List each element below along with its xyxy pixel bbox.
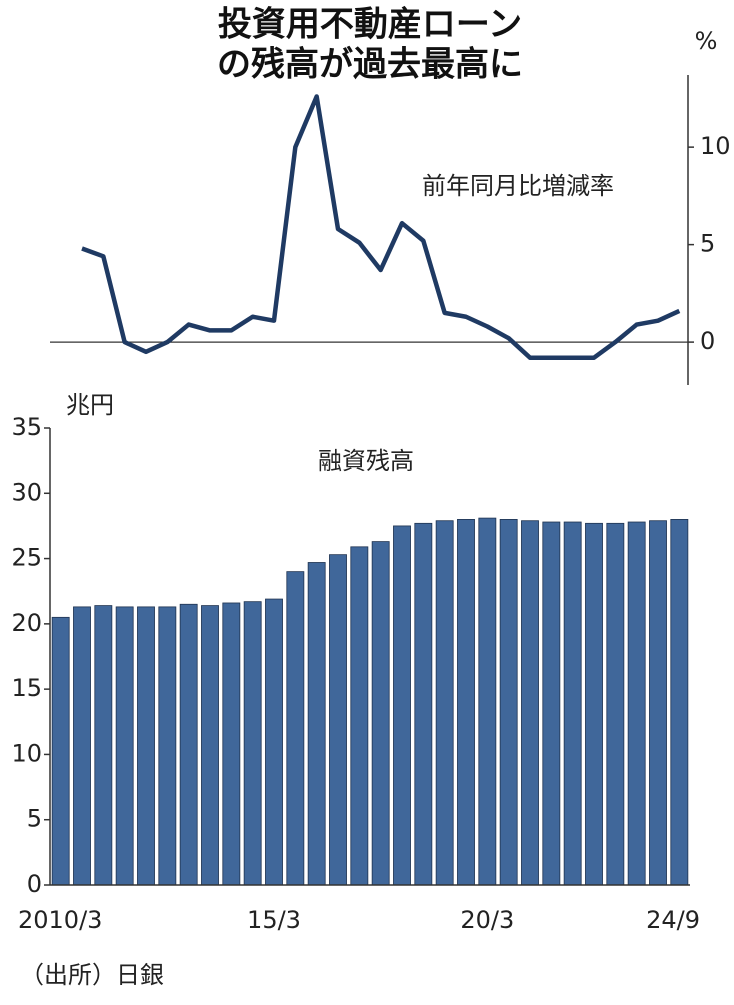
- bar: [222, 602, 241, 886]
- source: （出所）日銀: [20, 961, 164, 989]
- x-tick-label: 20/3: [460, 906, 514, 934]
- bar: [649, 520, 667, 886]
- bar: [137, 606, 155, 886]
- bar: [627, 521, 646, 886]
- x-tick-label: 24/9: [646, 906, 700, 934]
- bar: [435, 520, 454, 886]
- bar: [457, 519, 475, 886]
- bar: [179, 603, 198, 886]
- bar: [73, 606, 91, 886]
- bar: [585, 522, 603, 886]
- line-label: 前年同月比増減率: [422, 172, 614, 200]
- y-tick-label: 5: [27, 805, 42, 833]
- bar: [606, 522, 625, 886]
- bar: [542, 521, 561, 886]
- line-series: [81, 94, 681, 360]
- y-tick-label: 35: [11, 413, 42, 441]
- y-tick-label: 20: [11, 609, 42, 637]
- chart-title: の残高が過去最高に: [217, 45, 523, 85]
- y-unit: 兆円: [66, 391, 114, 419]
- bar: [243, 601, 262, 886]
- bar-label: 融資残高: [318, 447, 414, 475]
- bar: [350, 546, 369, 886]
- y2-tick-label: 5: [700, 230, 715, 258]
- y2-tick-label: 10: [700, 132, 731, 160]
- bar: [329, 554, 347, 886]
- bar: [307, 562, 326, 886]
- bar: [393, 525, 411, 886]
- bar: [521, 520, 539, 886]
- bar: [201, 605, 219, 886]
- y2-unit: %: [695, 27, 718, 55]
- bar: [158, 606, 177, 886]
- y-tick-label: 0: [27, 870, 42, 898]
- x-tick-label: 2010/3: [18, 906, 102, 934]
- bar: [670, 519, 689, 886]
- bar: [563, 521, 582, 886]
- bar: [414, 522, 433, 886]
- bar: [94, 605, 113, 886]
- bar: [265, 598, 283, 886]
- y-tick-label: 10: [11, 739, 42, 767]
- y-tick-label: 25: [11, 544, 42, 572]
- y-tick-label: 30: [11, 478, 42, 506]
- x-tick-label: 15/3: [247, 906, 301, 934]
- bar: [371, 541, 390, 886]
- y-tick-label: 15: [11, 674, 42, 702]
- bar: [51, 616, 70, 886]
- bar: [115, 606, 134, 886]
- y2-tick-label: 0: [700, 327, 715, 355]
- chart-title: 投資用不動産ローン: [218, 5, 522, 45]
- bar: [499, 519, 518, 886]
- bar: [478, 517, 497, 886]
- bar: [286, 571, 305, 886]
